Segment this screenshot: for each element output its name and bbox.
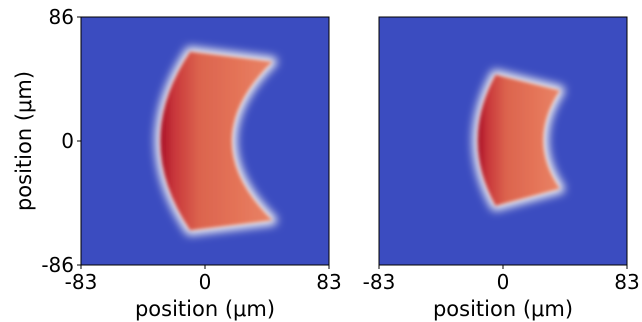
ring-segment-body: [160, 51, 273, 231]
ring-segment-body: [477, 74, 560, 206]
ring-segment: [155, 46, 278, 236]
y-axis-label: position (μm): [12, 71, 36, 211]
x-axis-label: position (μm): [433, 297, 573, 321]
x-tick-label: -83: [65, 270, 98, 294]
y-tick-label: 0: [61, 129, 74, 153]
heatmap-panel-2: -83 0 83 position (μm): [363, 16, 640, 321]
x-axis-label: position (μm): [135, 297, 275, 321]
x-tick-label: 83: [316, 270, 341, 294]
ring-segment: [472, 69, 565, 211]
x-tick-label: 0: [199, 270, 212, 294]
x-tick-label: -83: [363, 270, 396, 294]
x-tick-label: 0: [497, 270, 510, 294]
x-tick-label: 83: [614, 270, 639, 294]
y-tick-label: 86: [49, 5, 74, 29]
heatmap-panel-1: -83 0 83 86 0 -86 position (μm) position (μm): [12, 5, 342, 321]
y-tick-label: -86: [41, 253, 74, 277]
